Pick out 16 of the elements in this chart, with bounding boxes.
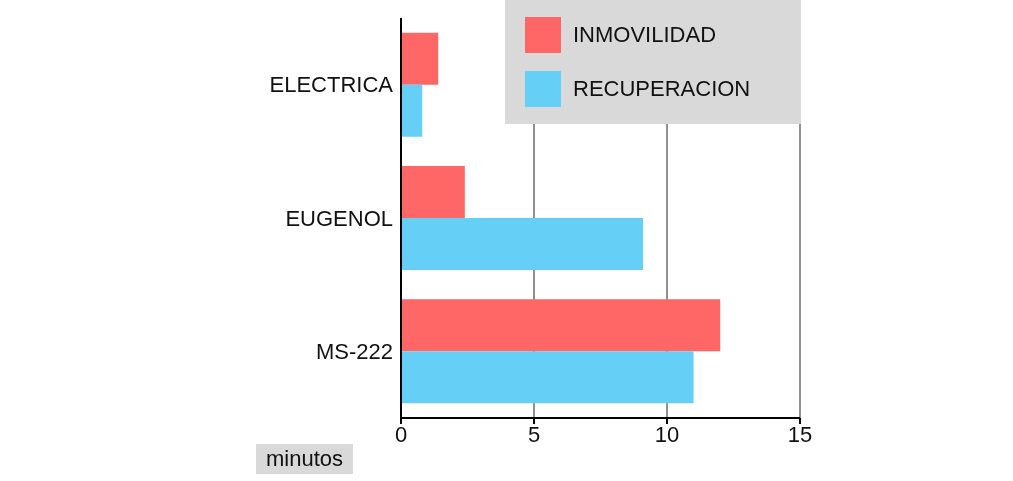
y-tick-label: EUGENOL [285,205,393,231]
bar [401,32,439,85]
x-tick-label: 15 [787,421,813,447]
bar [401,84,423,137]
legend-label: RECUPERACION [573,76,751,102]
y-tick-label: MS-222 [315,339,393,365]
bar [401,166,465,218]
y-tick-label: ELECTRICA [269,72,394,98]
x-tick-label: 5 [527,421,541,447]
legend-label: INMOVILIDAD [573,22,717,48]
bar [401,299,721,352]
bar [401,351,694,404]
x-tick-label: 10 [654,421,680,447]
bar [401,218,644,270]
x-axis-title: minutos [256,444,354,474]
x-tick-label: 0 [394,421,408,447]
